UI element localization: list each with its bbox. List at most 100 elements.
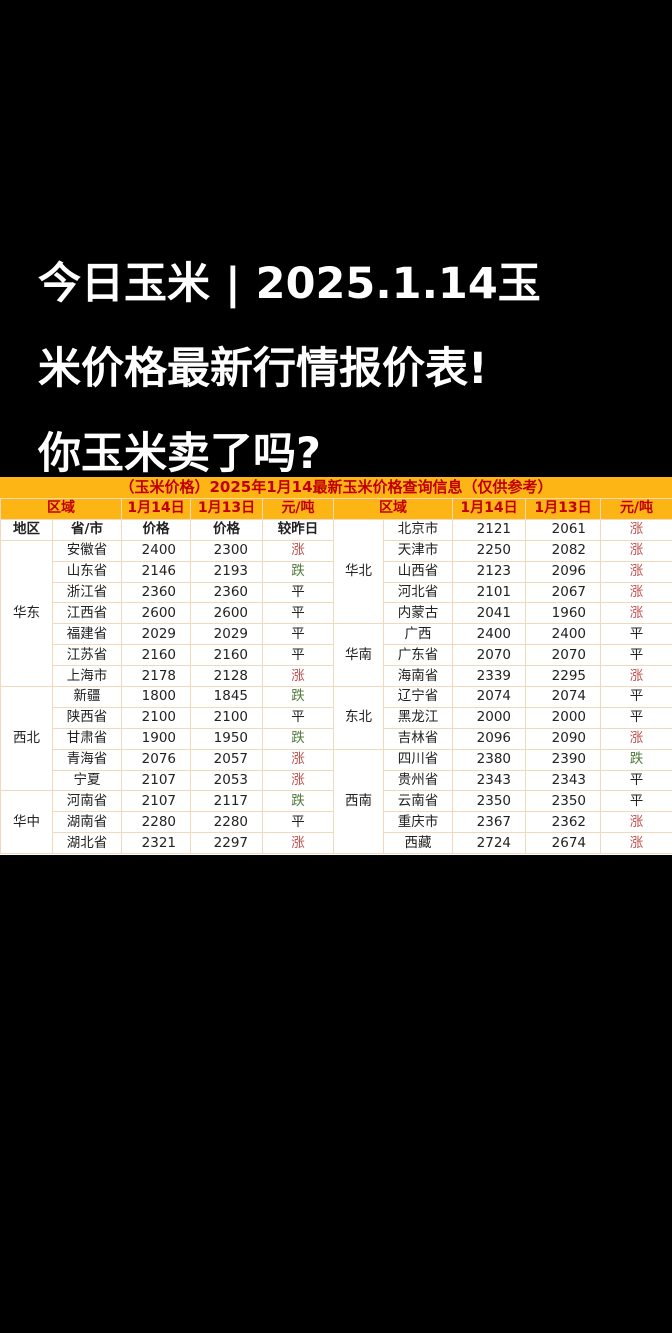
trend-cell: 涨 [262,665,334,688]
trend-cell: 跌 [262,790,334,813]
province-cell: 河北省 [383,581,453,604]
trend-cell: 跌 [262,560,334,583]
trend-cell: 涨 [600,727,672,750]
table-row: 湖北省 2321 2297 涨 [1,832,334,855]
table-row: 青海省 2076 2057 涨 [1,748,334,771]
trend-cell: 涨 [600,811,672,834]
trend-cell: 平 [262,811,334,834]
header-yesterday: 1月13日 [525,498,601,520]
province-cell: 新疆 [52,686,122,708]
table-row: 浙江省 2360 2360 平 [1,581,334,604]
table-row: 西藏 2724 2674 涨 [334,832,672,855]
price-yesterday-cell: 2400 [525,623,601,646]
price-today-cell: 2107 [121,769,191,792]
province-cell: 吉林省 [383,727,453,750]
table-row: 华北 北京市 2121 2061 涨 [333,518,672,625]
table-row: 广东省 2070 2070 平 [334,644,672,667]
province-cell: 云南省 [383,790,453,813]
price-today-cell: 2121 [452,518,526,541]
trend-cell: 涨 [600,581,672,604]
price-today-cell: 2074 [452,686,526,708]
table-row: 福建省 2029 2029 平 [1,623,334,646]
table-row: 上海市 2178 2128 涨 [1,665,334,688]
region-cell: 华南 [333,623,384,688]
table-row: 华南 广西 2400 2400 平 [333,623,672,688]
trend-cell: 平 [262,581,334,604]
province-cell: 海南省 [383,665,453,688]
price-today-cell: 2400 [121,539,191,562]
label-region: 地区 [0,518,53,541]
headline-line: 米价格最新行情报价表! [38,344,488,394]
region-cell: 西南 [333,748,384,855]
province-cell: 辽宁省 [383,686,453,708]
header-unit: 元/吨 [262,498,334,520]
table-row: 重庆市 2367 2362 涨 [334,811,672,834]
price-today-cell: 2041 [452,602,526,625]
corn-price-table: （玉米价格）2025年1月14最新玉米价格查询信息（仅供参考） 区域 1月14日 1… [0,477,672,855]
price-today-cell: 2250 [452,539,526,562]
price-today-cell: 1900 [121,727,191,750]
province-cell: 北京市 [383,518,453,541]
price-yesterday-cell: 2295 [525,665,601,688]
price-yesterday-cell: 2117 [190,790,263,813]
price-yesterday-cell: 2674 [525,832,601,855]
table-row: 东北 辽宁省 2074 2074 平 [333,686,672,750]
province-cell: 湖北省 [52,832,122,855]
price-today-cell: 2600 [121,602,191,625]
price-yesterday-cell: 2128 [190,665,263,688]
price-today-cell: 2360 [121,581,191,604]
trend-cell: 涨 [600,539,672,562]
province-cell: 浙江省 [52,581,122,604]
trend-cell: 涨 [600,832,672,855]
province-cell: 上海市 [52,665,122,688]
table-row: 黑龙江 2000 2000 平 [334,706,672,729]
header-yesterday: 1月13日 [190,498,263,520]
table-row: 江苏省 2160 2160 平 [1,644,334,667]
label-price-yesterday: 价格 [190,518,263,541]
header-row: 区域 1月14日 1月13日 元/吨 [333,498,672,520]
price-yesterday-cell: 2000 [525,706,601,729]
label-province: 省/市 [52,518,122,541]
province-cell: 宁夏 [52,769,122,792]
price-today-cell: 2101 [452,581,526,604]
province-cell: 山东省 [52,560,122,583]
trend-cell: 平 [262,602,334,625]
province-cell: 青海省 [52,748,122,771]
price-today-cell: 2350 [452,790,526,813]
trend-cell: 涨 [262,769,334,792]
trend-cell: 跌 [262,686,334,708]
price-yesterday-cell: 2600 [190,602,263,625]
province-cell: 广西 [383,623,453,646]
trend-cell: 跌 [262,727,334,750]
province-cell: 黑龙江 [383,706,453,729]
region-cell: 东北 [333,686,384,750]
region-cell: 华北 [333,518,384,625]
price-yesterday-cell: 2160 [190,644,263,667]
trend-cell: 平 [600,790,672,813]
price-today-cell: 2029 [121,623,191,646]
price-yesterday-cell: 2096 [525,560,601,583]
label-row: 地区 省/市 价格 价格 较昨日 [0,518,334,541]
price-yesterday-cell: 2053 [190,769,263,792]
trend-cell: 平 [600,686,672,708]
province-cell: 贵州省 [383,769,453,792]
price-yesterday-cell: 2360 [190,581,263,604]
region-cell: 西北 [0,686,53,792]
table-row: 河北省 2101 2067 涨 [334,581,672,604]
price-yesterday-cell: 2350 [525,790,601,813]
table-row: 吉林省 2096 2090 涨 [334,727,672,750]
label-price-today: 价格 [121,518,191,541]
trend-cell: 涨 [600,665,672,688]
price-yesterday-cell: 2082 [525,539,601,562]
table-row: 海南省 2339 2295 涨 [334,665,672,688]
price-today-cell: 2146 [121,560,191,583]
price-today-cell: 2107 [121,790,191,813]
price-yesterday-cell: 2067 [525,581,601,604]
price-yesterday-cell: 2057 [190,748,263,771]
table-row: 贵州省 2343 2343 平 [334,769,672,792]
province-cell: 陕西省 [52,706,122,729]
table-row: 天津市 2250 2082 涨 [334,539,672,562]
price-today-cell: 2367 [452,811,526,834]
price-yesterday-cell: 1960 [525,602,601,625]
trend-cell: 平 [600,644,672,667]
